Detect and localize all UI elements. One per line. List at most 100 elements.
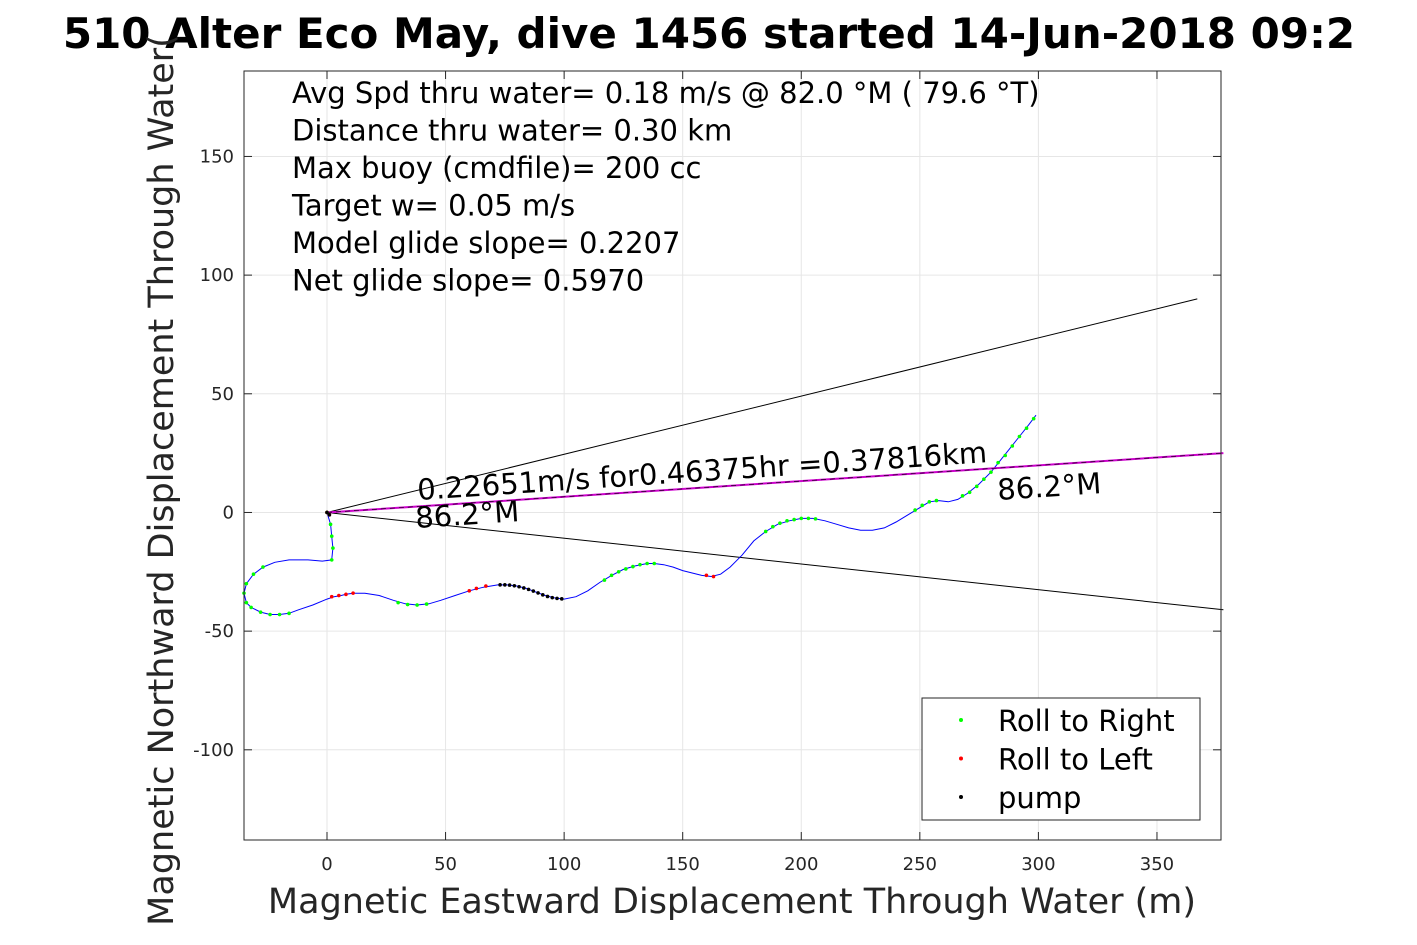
marker-roll-to-right [638, 562, 642, 567]
y-tick-label: 100 [200, 265, 234, 286]
marker-roll-to-right [813, 517, 818, 521]
y-axis-label: Magnetic Northward Displacement Through … [142, 34, 182, 926]
marker-pump [540, 593, 545, 597]
marker-roll-to-right [792, 517, 796, 522]
marker-pump [536, 591, 540, 595]
marker-pump [503, 583, 507, 587]
marker-pump [555, 596, 559, 601]
marker-roll-to-right [927, 499, 932, 504]
info-line: Avg Spd thru water= 0.18 m/s @ 82.0 °M (… [292, 76, 1040, 110]
series-line-current-dash [326, 452, 1224, 513]
marker-pump [507, 583, 512, 587]
marker-roll-to-right [645, 561, 649, 566]
x-tick-label: 100 [547, 854, 581, 875]
marker-roll-to-right [960, 494, 965, 498]
marker-pump [526, 587, 531, 592]
x-axis-label: Magnetic Eastward Displacement Through W… [268, 882, 1196, 922]
marker-roll-to-right [982, 477, 986, 482]
marker-roll-to-right [602, 578, 607, 582]
marker-roll-to-right [806, 516, 811, 521]
marker-roll-to-right [287, 611, 291, 616]
info-line: Distance thru water= 0.30 km [292, 114, 732, 148]
marker-roll-to-left [351, 591, 355, 595]
dive-info-block: Avg Spd thru water= 0.18 m/s @ 82.0 °M (… [291, 76, 1040, 298]
marker-roll-to-right [989, 470, 993, 474]
marker-roll-to-right [251, 572, 256, 576]
marker-roll-to-right [934, 498, 939, 503]
marker-roll-to-left [474, 586, 479, 591]
marker-roll-to-right [623, 567, 628, 571]
plot-frame [243, 70, 1222, 841]
marker-roll-to-left [467, 588, 472, 593]
marker-roll-to-right [244, 581, 249, 586]
chart-title: 510 Alter Eco May, dive 1456 started 14-… [63, 9, 1355, 58]
y-tick-label: 0 [223, 502, 234, 523]
marker-roll-to-right [258, 610, 263, 614]
legend-label: Roll to Left [998, 743, 1153, 777]
marker-roll-to-right [331, 546, 335, 550]
x-tick-label: 50 [434, 854, 457, 875]
series-line-cone-upper [326, 298, 1198, 513]
x-tick-label: 350 [1140, 854, 1174, 875]
x-tick-label: 250 [903, 854, 937, 875]
marker-roll-to-right [329, 534, 334, 538]
marker-roll-to-right [244, 600, 249, 605]
marker-roll-to-right [785, 518, 789, 523]
marker-roll-to-right [920, 503, 925, 508]
marker-roll-to-right [652, 561, 657, 566]
y-tick-label: 150 [200, 146, 234, 167]
marker-roll-to-right [778, 521, 782, 525]
marker-roll-to-right [328, 522, 333, 527]
x-tick-label: 200 [784, 854, 818, 875]
marker-pump [498, 583, 502, 587]
marker-roll-to-right [396, 600, 400, 605]
marker-pump [327, 513, 332, 517]
marker-roll-to-right [996, 460, 1000, 465]
marker-roll-to-right [763, 529, 768, 534]
marker-pump [531, 589, 536, 593]
marker-roll-to-right [1003, 453, 1008, 458]
legend: Roll to Right Roll to Left pump [921, 697, 1201, 821]
marker-roll-to-left [329, 594, 334, 599]
heading-label-left: 86.2°M [414, 494, 520, 535]
info-line: Model glide slope= 0.2207 [292, 226, 680, 260]
series-line-cone-lower [326, 512, 1224, 611]
marker-roll-to-right [913, 508, 917, 512]
marker-roll-to-right [631, 564, 635, 569]
marker-pump [512, 584, 517, 588]
marker-roll-to-right [415, 603, 419, 607]
marker-roll-to-right [1010, 444, 1015, 448]
marker-pump [550, 595, 555, 600]
legend-box [921, 697, 1201, 821]
marker-roll-to-right [424, 602, 429, 606]
marker-roll-to-right [799, 516, 804, 521]
series-line-track [243, 414, 1037, 615]
marker-roll-to-left [344, 592, 348, 597]
marker-roll-to-right [967, 490, 972, 495]
marker-roll-to-right [329, 558, 334, 562]
marker-pump [325, 510, 329, 515]
marker-roll-to-left [337, 593, 341, 598]
marker-roll-to-right [974, 484, 979, 489]
marker-roll-to-right [771, 524, 775, 529]
x-tick-label: 300 [1021, 854, 1055, 875]
axis-ticks: 0 50 100 150 200 250 300 350 -100 -50 0 50 100 150 [193, 71, 1221, 875]
info-line: Net glide slope= 0.5970 [292, 264, 644, 298]
marker-roll-to-left [711, 574, 716, 579]
x-tick-label: 150 [666, 854, 700, 875]
series-layer [242, 298, 1224, 617]
marker-pump [545, 594, 550, 599]
marker-roll-to-right [1031, 416, 1036, 421]
info-line: Target w= 0.05 m/s [291, 189, 575, 223]
legend-label: Roll to Right [998, 704, 1175, 738]
marker-roll-to-right [1024, 426, 1029, 431]
legend-marker [959, 795, 963, 799]
marker-roll-to-left [704, 573, 709, 578]
marker-pump [517, 584, 521, 589]
marker-roll-to-right [261, 565, 265, 569]
marker-roll-to-right [1017, 434, 1022, 439]
marker-roll-to-right [609, 573, 614, 578]
y-tick-label: 50 [211, 384, 234, 405]
info-line: Max buoy (cmdfile)= 200 cc [292, 151, 701, 185]
legend-marker [959, 756, 963, 761]
